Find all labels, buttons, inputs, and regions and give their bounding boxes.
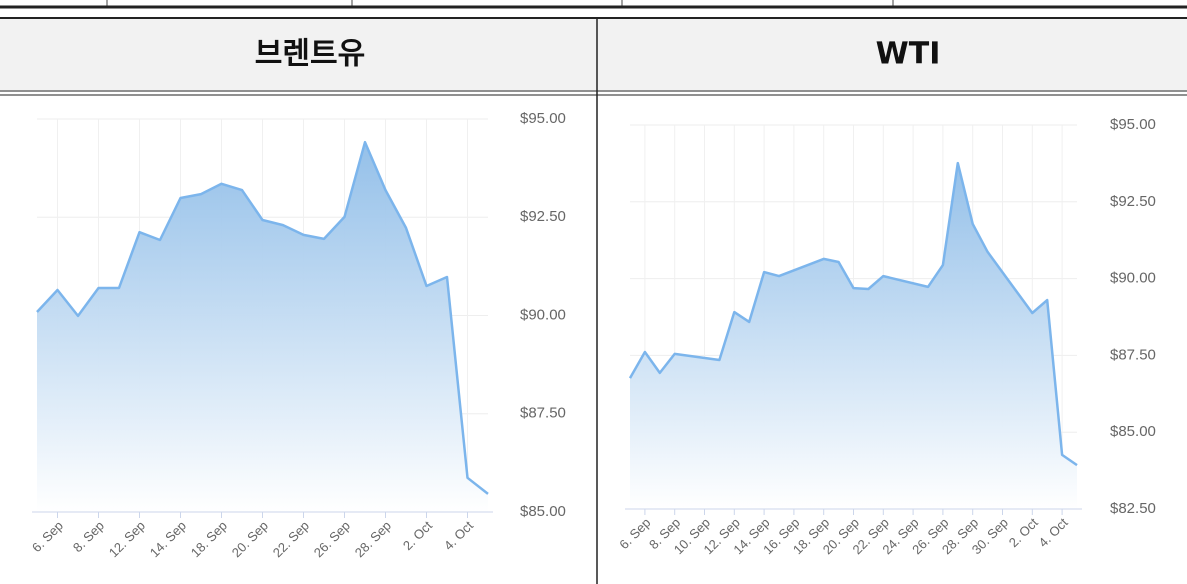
x-tick-label: 14. Sep xyxy=(147,518,189,560)
y-tick-label: $82.50 xyxy=(1110,500,1156,517)
y-tick-label: $87.50 xyxy=(520,405,566,422)
x-tick-label: 6. Sep xyxy=(616,515,653,552)
y-tick-label: $90.00 xyxy=(520,306,566,323)
x-tick-label: 20. Sep xyxy=(229,518,271,560)
x-tick-label: 4. Oct xyxy=(441,518,476,553)
area xyxy=(630,163,1077,509)
x-tick-label: 6. Sep xyxy=(29,518,66,555)
x-tick-label: 26. Sep xyxy=(311,518,353,560)
x-tick-label: 12. Sep xyxy=(106,518,148,560)
y-tick-label: $85.00 xyxy=(1110,423,1156,440)
x-tick-label: 28. Sep xyxy=(352,518,394,560)
line xyxy=(628,161,1078,467)
x-tick-label: 18. Sep xyxy=(188,518,230,560)
x-tick-label: 4. Oct xyxy=(1036,515,1071,550)
y-tick-label: $95.00 xyxy=(1110,116,1156,133)
y-tick-label: $95.00 xyxy=(520,110,566,127)
y-tick-label: $92.50 xyxy=(520,208,566,225)
chart-title: 브렌트유 xyxy=(255,37,365,72)
x-tick-label: 2. Oct xyxy=(400,518,435,553)
chart-title: WTI xyxy=(876,37,941,72)
area xyxy=(37,142,488,512)
line xyxy=(36,140,489,495)
x-tick-label: 8. Sep xyxy=(70,518,107,555)
x-tick-label: 22. Sep xyxy=(270,518,312,560)
x-tick-label: 2. Oct xyxy=(1006,515,1041,550)
y-tick-label: $85.00 xyxy=(520,503,566,520)
y-tick-label: $90.00 xyxy=(1110,270,1156,287)
y-tick-label: $92.50 xyxy=(1110,193,1156,210)
y-tick-label: $87.50 xyxy=(1110,346,1156,363)
